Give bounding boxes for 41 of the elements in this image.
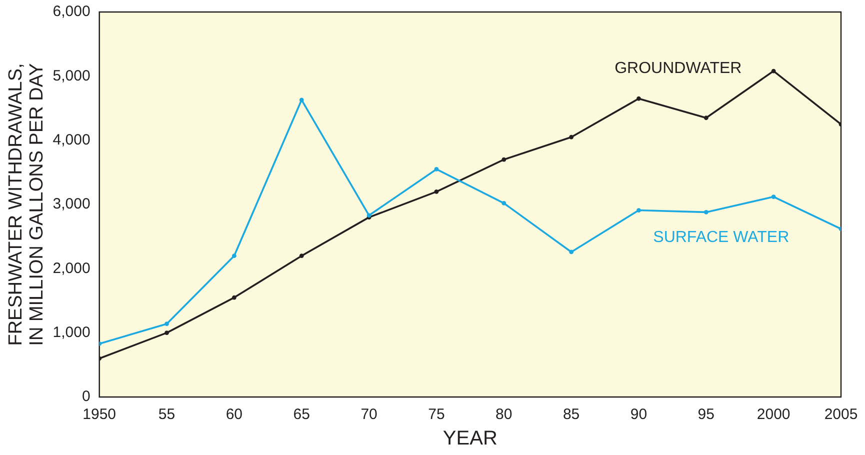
y-tick-label: 5,000 [52,67,90,84]
point [164,322,169,326]
point [704,210,708,214]
point [771,194,776,199]
x-tick-label: 75 [428,406,445,424]
point [569,250,574,254]
x-tick-label: 65 [293,406,310,424]
point [704,116,708,120]
point [636,208,641,212]
x-tick-label: 85 [562,406,580,424]
y-tick-label: 0 [82,388,90,406]
x-axis-title: YEAR [442,428,498,450]
x-tick-label: 2005 [824,406,858,424]
x-tick-label: 90 [630,406,648,424]
point [299,254,304,258]
point [569,134,574,140]
series-label: GROUNDWATER [614,60,742,77]
y-axis-title: FRESHWATER WITHDRAWALS, IN MILLION GALLONS PER DAY [6,62,48,346]
x-tick-label: 2000 [756,406,790,424]
y-tick-label: 4,000 [52,131,90,148]
point [434,189,439,194]
point [299,98,304,102]
x-tick-label: 95 [698,406,714,424]
x-tick-label: 55 [158,406,176,424]
point [771,68,776,74]
series-label: SURFACE WATER [653,229,790,246]
x-tick-label: 70 [360,406,378,424]
point [164,330,169,336]
point [502,201,506,206]
y-tick-label: 1,000 [52,324,90,341]
y-tick-label: 2,000 [52,260,90,277]
x-tick-label: 80 [496,406,512,424]
y-tick-label: 6,000 [52,3,90,20]
point [636,96,641,101]
point [232,254,236,258]
x-tick-label: 60 [226,406,243,424]
x-tick-label: 1950 [82,406,116,424]
point [502,157,506,162]
y-tick-label: 3,000 [52,196,90,213]
point [434,167,439,172]
point [232,295,236,300]
